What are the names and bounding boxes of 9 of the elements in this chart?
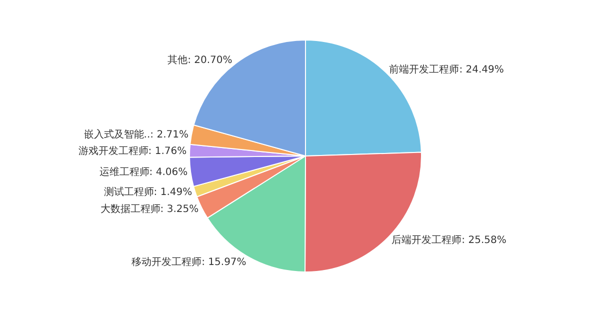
slice-label: 游戏开发工程师: 1.76% [78, 144, 187, 157]
slice-label: 嵌入式及智能..: 2.71% [84, 128, 188, 140]
slice-label: 运维工程师: 4.06% [99, 166, 188, 178]
slice-label: 大数据工程师: 3.25% [100, 202, 199, 215]
slice-label: 其他: 20.70% [168, 54, 232, 66]
slice-label: 前端开发工程师: 24.49% [389, 64, 504, 76]
slice-label: 测试工程师: 1.49% [104, 186, 192, 198]
slice-label: 后端开发工程师: 25.58% [392, 234, 506, 246]
slice-label: 移动开发工程师: 15.97% [132, 256, 246, 268]
